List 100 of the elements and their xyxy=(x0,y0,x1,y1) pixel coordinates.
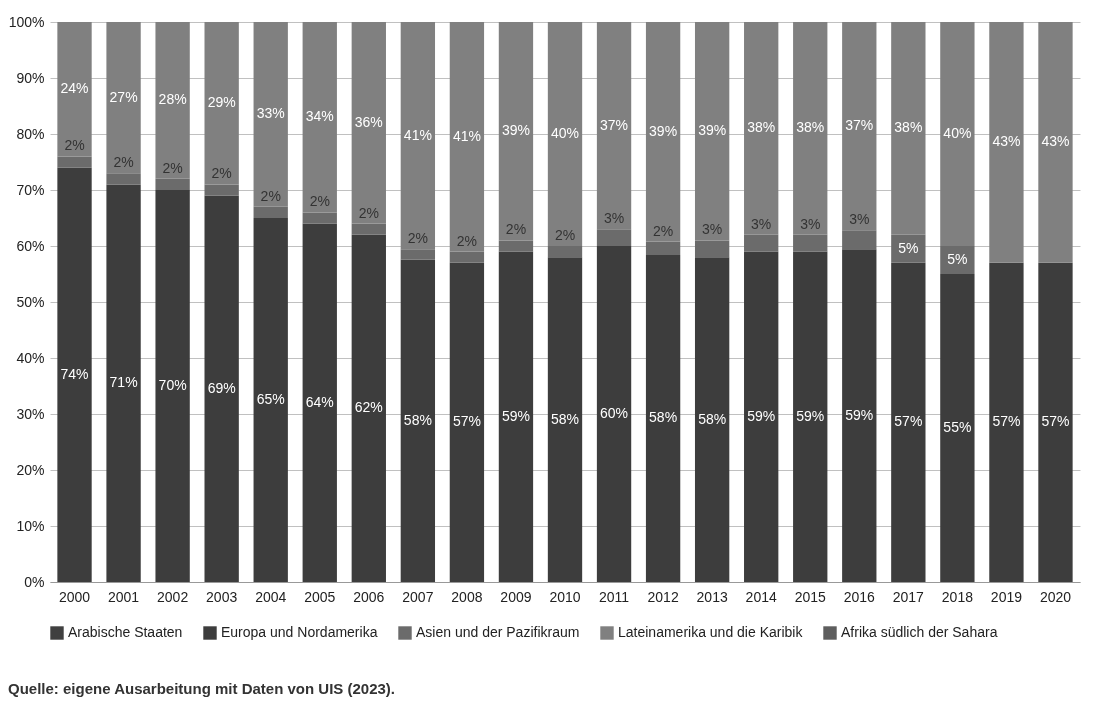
bar xyxy=(694,22,730,241)
data-label: 59% xyxy=(501,407,530,424)
x-tick-label: 2002 xyxy=(157,588,189,605)
bar xyxy=(842,230,877,250)
bar xyxy=(302,223,337,582)
data-label: 2% xyxy=(554,227,576,243)
bar xyxy=(253,206,288,218)
x-tick-label: 2007 xyxy=(402,588,434,605)
bar xyxy=(106,184,141,582)
data-label: 2% xyxy=(652,222,674,239)
bar xyxy=(498,240,534,252)
bar xyxy=(253,218,288,582)
legend-label: Lateinamerika und die Karibik xyxy=(618,624,804,640)
bar xyxy=(645,22,681,242)
bar xyxy=(744,234,779,252)
bar xyxy=(989,262,1024,582)
bar xyxy=(596,229,632,246)
data-label: 2% xyxy=(260,187,281,204)
bar xyxy=(793,22,828,235)
data-label: 38% xyxy=(796,119,825,136)
data-label: 38% xyxy=(894,119,923,136)
bar xyxy=(793,234,828,252)
bar xyxy=(204,184,239,196)
y-tick-label: 20% xyxy=(16,461,45,478)
bar xyxy=(694,240,730,258)
data-label: 2% xyxy=(211,165,232,182)
x-tick-label: 2003 xyxy=(206,588,238,605)
bar xyxy=(302,22,337,213)
data-label: 59% xyxy=(747,407,776,424)
bar xyxy=(547,246,583,258)
x-tick-label: 2017 xyxy=(892,588,925,605)
legend-label: Europa und Nordamerika xyxy=(221,624,378,640)
bar xyxy=(744,22,779,235)
data-label: 65% xyxy=(256,391,285,407)
data-label: 58% xyxy=(698,410,727,427)
x-tick-label: 2018 xyxy=(941,588,974,605)
y-tick-label: 30% xyxy=(16,405,45,422)
bar xyxy=(449,251,485,263)
data-label: 5% xyxy=(947,251,968,267)
data-label: 58% xyxy=(550,410,580,427)
data-label: 24% xyxy=(60,80,89,97)
bar xyxy=(1038,22,1073,263)
data-label: 2% xyxy=(309,193,330,210)
bar xyxy=(449,262,485,582)
bar xyxy=(400,259,436,582)
data-label: 27% xyxy=(109,88,138,105)
data-label: 5% xyxy=(898,239,919,256)
data-label: 38% xyxy=(747,119,776,136)
y-tick-label: 80% xyxy=(16,125,45,142)
bar xyxy=(547,22,583,246)
x-tick-label: 2000 xyxy=(58,588,91,605)
x-tick-label: 2015 xyxy=(794,588,827,605)
bar xyxy=(57,22,92,157)
bar xyxy=(351,223,386,235)
bar xyxy=(1038,262,1073,582)
bar xyxy=(155,22,190,179)
x-tick-label: 2005 xyxy=(304,588,336,605)
data-label: 70% xyxy=(158,377,187,393)
data-label: 2% xyxy=(407,230,428,247)
bar xyxy=(302,212,337,224)
data-label: 41% xyxy=(403,126,432,143)
data-label: 29% xyxy=(207,94,236,111)
data-label: 64% xyxy=(305,393,334,410)
data-label: 57% xyxy=(992,413,1021,430)
data-label: 2% xyxy=(358,204,379,221)
bar xyxy=(106,173,141,185)
bar xyxy=(744,251,779,582)
data-label: 39% xyxy=(698,122,727,139)
legend-label: Asien und der Pazifikraum xyxy=(416,624,580,640)
data-label: 40% xyxy=(943,125,972,141)
bar xyxy=(400,22,436,250)
data-label: 34% xyxy=(305,108,334,125)
data-label: 39% xyxy=(649,122,678,139)
bar xyxy=(57,156,92,168)
data-label: 3% xyxy=(702,221,723,238)
data-label: 69% xyxy=(207,379,236,396)
y-tick-label: 60% xyxy=(16,237,45,254)
bar xyxy=(204,195,239,582)
data-label: 2% xyxy=(64,137,85,154)
data-label: 41% xyxy=(452,127,481,144)
bar xyxy=(596,22,632,230)
y-tick-label: 10% xyxy=(16,517,45,534)
bar xyxy=(842,22,877,231)
x-tick-label: 2010 xyxy=(549,588,581,605)
x-tick-label: 2011 xyxy=(598,588,630,605)
data-label: 59% xyxy=(796,407,825,424)
y-tick-label: 70% xyxy=(16,181,45,198)
bar xyxy=(253,22,288,207)
data-label: 3% xyxy=(751,215,772,232)
data-label: 3% xyxy=(849,211,870,228)
data-label: 71% xyxy=(109,374,138,391)
data-label: 39% xyxy=(501,122,530,139)
x-tick-label: 2004 xyxy=(255,588,287,605)
x-tick-label: 2012 xyxy=(647,588,679,605)
data-label: 57% xyxy=(894,413,923,430)
data-label: 55% xyxy=(943,419,972,435)
data-label: 57% xyxy=(452,413,481,430)
data-label: 43% xyxy=(992,133,1021,150)
bar xyxy=(596,246,632,582)
data-label: 74% xyxy=(60,365,89,382)
